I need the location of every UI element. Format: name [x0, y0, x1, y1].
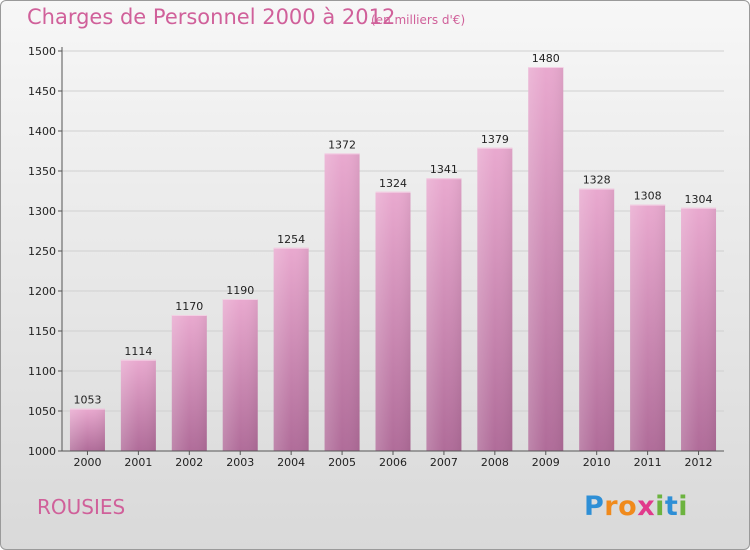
- chart-title: Charges de Personnel 2000 à 2012: [27, 5, 396, 29]
- bar-shine: [69, 408, 105, 451]
- logo-letter: P: [584, 491, 605, 522]
- x-tick-label: 2009: [532, 456, 560, 469]
- location-label: ROUSIES: [37, 495, 126, 519]
- y-tick-label: 1000: [28, 445, 56, 458]
- chart-subtitle: (en milliers d'€): [371, 13, 466, 27]
- logo-letter: x: [637, 491, 656, 522]
- proxiti-logo: Proxiti: [584, 491, 688, 522]
- x-tick-label: 2007: [430, 456, 458, 469]
- bar-shine: [681, 207, 717, 451]
- logo-letter: i: [655, 491, 665, 522]
- data-label: 1324: [379, 177, 407, 190]
- y-tick-label: 1300: [28, 205, 56, 218]
- x-tick-label: 2004: [277, 456, 305, 469]
- y-tick-label: 1450: [28, 85, 56, 98]
- x-tick-label: 2005: [328, 456, 356, 469]
- data-label: 1308: [634, 190, 662, 203]
- data-label: 1480: [532, 52, 560, 65]
- logo-letter: t: [664, 491, 679, 522]
- data-label: 1341: [430, 163, 458, 176]
- logo-letter: o: [618, 491, 638, 522]
- x-tick-label: 2006: [379, 456, 407, 469]
- data-label: 1254: [277, 233, 305, 246]
- x-tick-label: 2001: [124, 456, 152, 469]
- bar-shine: [528, 67, 564, 451]
- x-tick-label: 2000: [73, 456, 101, 469]
- y-tick-label: 1250: [28, 245, 56, 258]
- y-tick-label: 1500: [28, 45, 56, 58]
- y-tick-label: 1400: [28, 125, 56, 138]
- logo-letter: i: [678, 491, 689, 522]
- y-tick-label: 1150: [28, 325, 56, 338]
- x-tick-label: 2008: [481, 456, 509, 469]
- data-label: 1170: [175, 300, 203, 313]
- y-tick-label: 1200: [28, 285, 56, 298]
- bar-shine: [579, 188, 615, 451]
- bar-shine: [273, 247, 309, 451]
- bar-shine: [120, 359, 156, 451]
- data-label: 1379: [481, 133, 509, 146]
- data-label: 1372: [328, 138, 356, 151]
- bar-shine: [630, 204, 666, 451]
- x-tick-label: 2002: [175, 456, 203, 469]
- bar-shine: [324, 153, 360, 451]
- data-label: 1053: [73, 394, 101, 407]
- bar-shine: [222, 299, 258, 451]
- y-tick-label: 1050: [28, 405, 56, 418]
- data-label: 1114: [124, 345, 152, 358]
- bar-shine: [171, 315, 207, 451]
- x-tick-label: 2012: [685, 456, 713, 469]
- x-tick-label: 2011: [634, 456, 662, 469]
- bar-shine: [426, 178, 462, 451]
- y-tick-label: 1350: [28, 165, 56, 178]
- data-label: 1304: [685, 193, 713, 206]
- bar-shine: [477, 147, 513, 452]
- x-tick-label: 2003: [226, 456, 254, 469]
- data-label: 1328: [583, 174, 611, 187]
- data-label: 1190: [226, 284, 254, 297]
- logo-letter: r: [604, 491, 619, 522]
- x-tick-label: 2010: [583, 456, 611, 469]
- y-tick-label: 1100: [28, 365, 56, 378]
- bar-shine: [375, 191, 411, 452]
